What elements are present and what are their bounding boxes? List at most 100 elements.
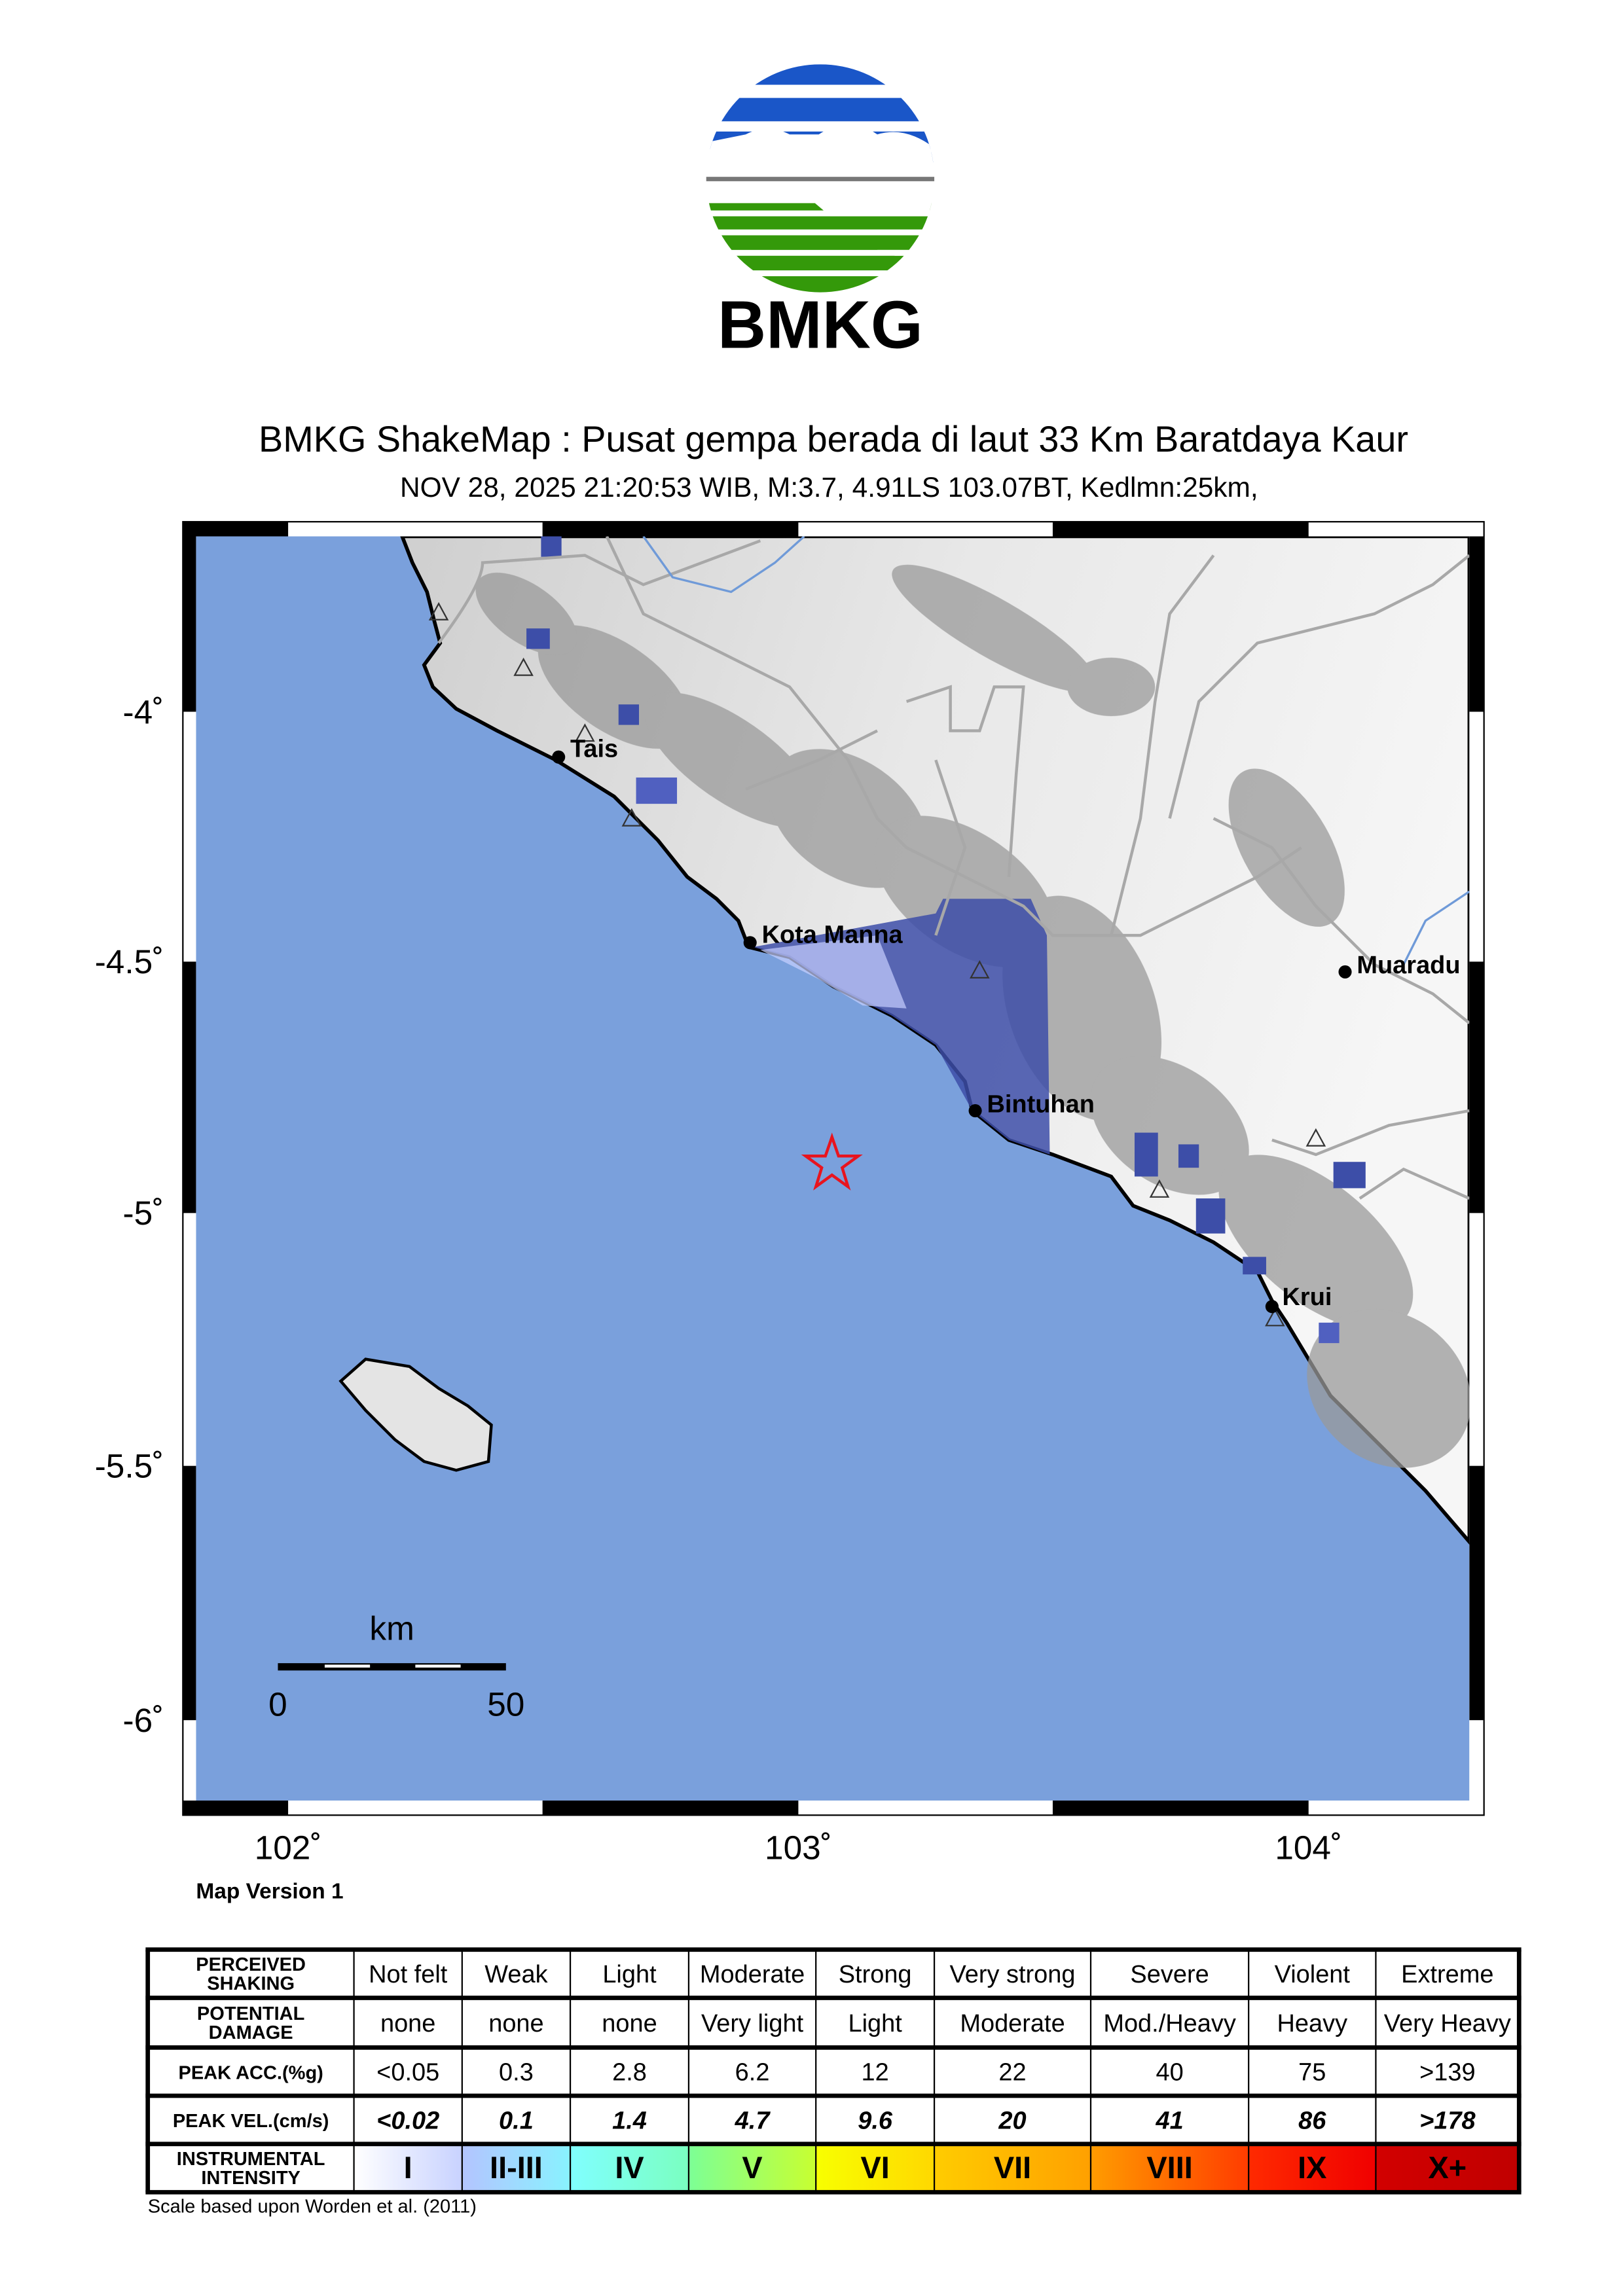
page-subtitle: NOV 28, 2025 21:20:53 WIB, M:3.7, 4.91LS… <box>400 472 1258 503</box>
city-label: Krui <box>1283 1283 1332 1311</box>
row-header: PERCEIVED <box>196 1954 306 1975</box>
triangle-icon <box>428 601 449 620</box>
legend-cell-acc: <0.05 <box>376 2059 439 2087</box>
city-marker <box>743 936 757 950</box>
legend-cell-intensity: II-III <box>490 2151 543 2185</box>
triangle-icon <box>970 960 990 978</box>
intensity-overlay <box>526 536 1366 1344</box>
legend-cell-vel: 20 <box>998 2107 1026 2134</box>
legend-cell-shaking: Violent <box>1275 1961 1351 1988</box>
legend-cell-acc: 0.3 <box>499 2059 534 2087</box>
lat-label: -4.5˚ <box>95 943 164 980</box>
city-label: Muaradu <box>1357 952 1460 979</box>
row-header: INSTRUMENTAL <box>177 2149 325 2170</box>
legend-cell-intensity: VI <box>860 2151 889 2185</box>
city-marker <box>1338 965 1352 978</box>
legend-cell-shaking: Severe <box>1130 1961 1209 1988</box>
scale-unit: km <box>369 1609 414 1647</box>
intensity-swatch <box>816 2144 935 2193</box>
legend-cell-vel: 41 <box>1155 2107 1183 2134</box>
legend-footnote: Scale based upon Worden et al. (2011) <box>148 2197 477 2217</box>
legend-cell-damage: Very light <box>701 2010 804 2037</box>
city-label: Tais <box>570 736 618 763</box>
roads <box>437 536 1470 1200</box>
lat-label: -5.5˚ <box>95 1448 164 1485</box>
legend-cell-damage: none <box>380 2010 435 2037</box>
scale-max: 50 <box>487 1686 524 1723</box>
lat-label: -5˚ <box>123 1194 164 1232</box>
lat-label: -6˚ <box>123 1702 164 1739</box>
legend-cell-damage: none <box>602 2010 657 2037</box>
legend-cell-shaking: Moderate <box>700 1961 805 1988</box>
rivers <box>642 536 1470 965</box>
row-header: SHAKING <box>207 1973 295 1994</box>
triangle-icon <box>1305 1128 1326 1147</box>
intensity-swatch <box>354 2144 462 2193</box>
triangle-icon <box>513 657 534 676</box>
city-label: Bintuhan <box>987 1090 1094 1118</box>
row-header: PEAK ACC.(%g) <box>178 2062 323 2083</box>
lon-label: 103˚ <box>765 1829 832 1866</box>
triangle-icon <box>1265 1308 1285 1327</box>
legend-cell-vel: 4.7 <box>735 2107 771 2134</box>
lat-axis: -4˚ -4.5˚ -5˚ -5.5˚ -6˚ <box>95 693 164 1739</box>
intensity-swatch <box>934 2144 1091 2193</box>
intensity-swatch <box>688 2144 816 2193</box>
row-header: POTENTIAL <box>197 2003 304 2024</box>
legend-cell-acc: 2.8 <box>612 2059 647 2087</box>
legend-cell-vel: 0.1 <box>499 2107 534 2134</box>
star-icon <box>801 1132 863 1191</box>
triangle-icon <box>1149 1179 1170 1198</box>
legend-cell-acc: 22 <box>998 2059 1026 2087</box>
row-header: DAMAGE <box>209 2022 293 2043</box>
legend-cell-intensity: IV <box>615 2151 644 2185</box>
legend-cell-shaking: Not felt <box>369 1961 448 1988</box>
logo-text: BMKG <box>718 287 923 362</box>
map-version: Map Version 1 <box>196 1880 343 1904</box>
page-title: BMKG ShakeMap : Pusat gempa berada di la… <box>259 418 1408 459</box>
cities: Tais Kota Manna Muaradu Bintuhan Krui <box>552 736 1461 1314</box>
legend-cell-intensity: V <box>742 2151 762 2185</box>
legend-cell-acc: 12 <box>862 2059 889 2087</box>
legend-cell-intensity: I <box>404 2151 412 2185</box>
legend-cell-acc: 75 <box>1298 2059 1326 2087</box>
legend-cell-acc: >139 <box>1419 2059 1476 2087</box>
legend-cell-shaking: Extreme <box>1401 1961 1493 1988</box>
scale-min: 0 <box>268 1686 287 1723</box>
legend-cell-damage: none <box>488 2010 543 2037</box>
city-marker <box>968 1104 982 1118</box>
city-marker <box>552 750 566 764</box>
legend-cell-damage: Heavy <box>1277 2010 1348 2037</box>
legend-cell-damage: Mod./Heavy <box>1103 2010 1236 2037</box>
legend-cell-vel: 1.4 <box>612 2107 647 2134</box>
legend-cell-shaking: Light <box>602 1961 657 1988</box>
legend-cell-damage: Moderate <box>960 2010 1065 2037</box>
station-markers <box>428 601 1326 1327</box>
legend-cell-intensity: IX <box>1298 2151 1326 2185</box>
lon-axis: 102˚ 103˚ 104˚ <box>255 1829 1342 1866</box>
legend-cell-acc: 6.2 <box>735 2059 770 2087</box>
legend-cell-vel: 86 <box>1298 2107 1326 2134</box>
bmkg-logo: BMKG <box>706 64 935 362</box>
triangle-icon <box>621 808 642 827</box>
scale-bar: km 0 50 <box>268 1609 524 1723</box>
legend-cell-shaking: Strong <box>839 1961 912 1988</box>
legend-cell-vel: >178 <box>1419 2107 1476 2134</box>
intensity-swatch <box>462 2144 571 2193</box>
lat-label: -4˚ <box>123 693 164 730</box>
legend-cell-intensity: VIII <box>1146 2151 1192 2185</box>
lon-label: 104˚ <box>1275 1829 1342 1866</box>
legend-cell-intensity: X+ <box>1429 2151 1467 2185</box>
city-label: Kota Manna <box>762 921 903 948</box>
legend-cell-vel: 9.6 <box>858 2107 893 2134</box>
legend-cell-shaking: Weak <box>484 1961 548 1988</box>
intensity-swatch <box>570 2144 689 2193</box>
city-marker <box>1265 1300 1279 1314</box>
legend-cell-damage: Very Heavy <box>1384 2010 1511 2037</box>
map-area: Tais Kota Manna Muaradu Bintuhan Krui km… <box>196 536 1470 1801</box>
intensity-swatch <box>1090 2144 1249 2193</box>
lon-label: 102˚ <box>255 1829 322 1866</box>
row-header: PEAK VEL.(cm/s) <box>173 2111 329 2132</box>
